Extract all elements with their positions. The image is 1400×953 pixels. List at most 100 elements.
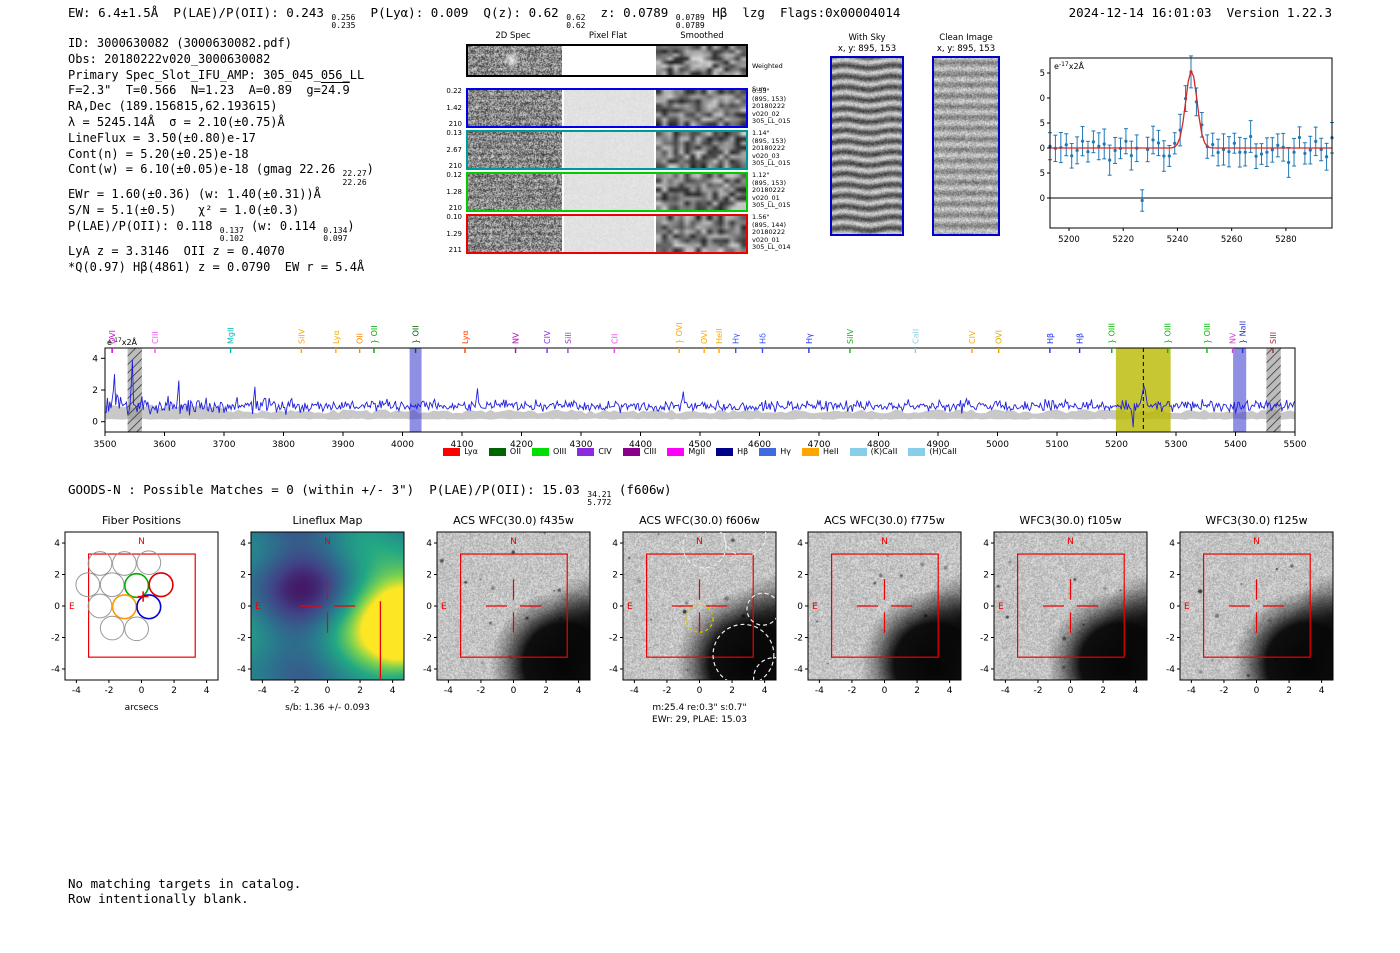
aperture-box bbox=[1017, 553, 1125, 658]
info-line: F=2.3" T=0.566 N=1.23 A=0.89 g=24.9 bbox=[68, 83, 374, 99]
annotation-line: 20180222 bbox=[752, 144, 786, 153]
inset-y-tick-label: 0.0 bbox=[1040, 194, 1045, 204]
panel-y-tick-label: -2 bbox=[423, 633, 432, 643]
annotation-line: 305_LL_015 bbox=[752, 201, 791, 210]
cleanimage-cutout bbox=[932, 56, 1000, 236]
emission-line-label: } OIII bbox=[1203, 323, 1212, 344]
panel-x-tick-label: -4 bbox=[1187, 686, 1196, 696]
spec2d-row bbox=[466, 88, 748, 128]
line-position-band bbox=[409, 348, 422, 432]
col-header-2dspec: 2D Spec bbox=[495, 31, 531, 41]
info-line: ID: 3000630082 (3000630082.pdf) bbox=[68, 36, 374, 52]
panel-x-tick-label: 4 bbox=[947, 686, 953, 696]
panel-title: WFC3(30.0) f125w bbox=[1205, 514, 1308, 527]
fiber-circle bbox=[111, 594, 138, 620]
panel-title: Lineflux Map bbox=[292, 514, 363, 527]
info-line: S/N = 5.1(±0.5) χ² = 1.0(±0.3) bbox=[68, 203, 374, 219]
emission-line-label: CIV bbox=[543, 330, 552, 344]
panel-caption: EWr: 29, PLAE: 15.03 bbox=[652, 715, 747, 725]
legend-swatch bbox=[849, 447, 867, 456]
north-label: N bbox=[1253, 537, 1260, 547]
spectrum-x-tick-label: 4800 bbox=[867, 440, 890, 448]
upper-value: 0.0789 bbox=[675, 13, 705, 22]
aperture-box bbox=[1203, 553, 1311, 658]
metric-value: 0.13 bbox=[446, 129, 462, 137]
legend-label: CIV bbox=[598, 447, 612, 456]
annotation-line: v020_01 bbox=[752, 193, 780, 202]
text-segment: Hβ lzg Flags:0x00004014 bbox=[704, 5, 901, 20]
inset-x-tick-label: 5260 bbox=[1221, 235, 1243, 245]
panel-y-tick-label: -4 bbox=[1166, 665, 1175, 675]
spec2d-cell-f bbox=[564, 90, 654, 126]
inset-x-tick-label: 5280 bbox=[1275, 235, 1297, 245]
spectrum-x-tick-label: 5400 bbox=[1224, 440, 1247, 448]
panel-title: ACS WFC(30.0) f775w bbox=[824, 514, 945, 527]
aperture-box bbox=[646, 553, 754, 658]
value-uncertainty-range: 34.21 5.772 bbox=[587, 490, 611, 508]
inset-y-tick-label: 0.5 bbox=[1040, 169, 1045, 179]
panel-y-tick-label: 4 bbox=[612, 539, 618, 549]
legend-label: MgII bbox=[688, 447, 706, 456]
match-candidate-circle bbox=[685, 604, 714, 633]
panel-x-tick-label: -4 bbox=[258, 686, 267, 696]
spectrum-x-tick-label: 4600 bbox=[748, 440, 771, 448]
panel-x-tick-label: -4 bbox=[444, 686, 453, 696]
lineflux-map-image bbox=[251, 532, 404, 680]
fiber-circle bbox=[148, 572, 174, 598]
panel-y-tick-label: -4 bbox=[609, 665, 618, 675]
legend-label: OII bbox=[509, 447, 521, 456]
emission-line-label: } OIII bbox=[1108, 323, 1117, 344]
panel-y-tick-label: 2 bbox=[240, 571, 246, 581]
north-label: N bbox=[881, 537, 888, 547]
panel-y-tick-label: 4 bbox=[983, 539, 989, 549]
full-spectrum-chart: 3500 3600 3700 3800 3900 4000 4100 4200 4300 4400… bbox=[92, 321, 1306, 448]
lower-value: 0.62 bbox=[566, 21, 586, 31]
text-segment: z: 0.0789 bbox=[585, 5, 676, 20]
spec2d-row-metrics: 0.10 1.29 211 bbox=[432, 214, 462, 254]
emission-line-label: NV bbox=[1229, 332, 1238, 344]
info-line: LyA z = 3.3146 OII z = 0.4070 bbox=[68, 244, 374, 260]
metric-value: 211 bbox=[448, 246, 462, 254]
panel-x-tick-label: 2 bbox=[729, 686, 735, 696]
emission-line-label: } OIII bbox=[1164, 323, 1173, 344]
panel-caption: s/b: 1.36 +/- 0.093 bbox=[285, 703, 370, 713]
spectrum-x-tick-label: 3700 bbox=[213, 440, 236, 448]
spec2d-row-metrics: 0.13 2.67 210 bbox=[432, 130, 462, 170]
metric-value: 1.42 bbox=[446, 103, 462, 112]
spec2d-row bbox=[466, 214, 748, 254]
footer-note-2: Row intentionally blank. bbox=[68, 891, 249, 906]
panel-y-tick-label: 0 bbox=[54, 602, 60, 612]
lower-value: 0.097 bbox=[323, 234, 348, 244]
panel-y-tick-label: 2 bbox=[54, 571, 60, 581]
panel-y-tick-label: 4 bbox=[1169, 539, 1175, 549]
catalog-object-circle bbox=[712, 623, 775, 680]
emission-line-label: Hβ bbox=[1076, 333, 1085, 344]
annotation-line: (895, 144) bbox=[752, 220, 787, 229]
panel-overlay: -4 -4 -2 -2 0 0 2 2 4 4 N Es/b: 1.36 +/- 0.093 bbox=[237, 531, 405, 713]
panel-x-tick-label: 4 bbox=[576, 686, 582, 696]
spectrum-x-tick-label: 4000 bbox=[391, 440, 414, 448]
panel-y-tick-label: 2 bbox=[983, 571, 989, 581]
emission-line-label: Hγ bbox=[732, 333, 741, 344]
panel-x-tick-label: 0 bbox=[325, 686, 331, 696]
emission-line-label: CII bbox=[610, 334, 619, 344]
panel-x-axis-label: arcsecs bbox=[125, 703, 159, 713]
spectrum-x-tick-label: 3500 bbox=[94, 440, 117, 448]
panel-x-tick-label: 2 bbox=[543, 686, 549, 696]
withsky-cutout bbox=[830, 56, 904, 236]
panel-y-tick-label: 4 bbox=[426, 539, 432, 549]
panel-y-tick-label: -2 bbox=[51, 633, 60, 643]
metric-value: 0.12 bbox=[446, 171, 462, 179]
emission-line-label: OVI bbox=[700, 330, 709, 344]
legend-label: HeII bbox=[822, 447, 839, 456]
text-segment: ) bbox=[366, 162, 374, 177]
annotation-line: 20180222 bbox=[752, 102, 786, 111]
spec2d-cell-s bbox=[656, 46, 746, 75]
panel-x-tick-label: 2 bbox=[1286, 686, 1292, 696]
legend-swatch bbox=[908, 447, 926, 456]
text-segment: F=2.3" T=0.566 N=1.23 A=0.89 g= bbox=[68, 83, 321, 98]
cutout-image bbox=[994, 532, 1147, 680]
weighted-sum-label-line2: Sum bbox=[752, 84, 767, 93]
annotation-line: 20180222 bbox=[752, 228, 786, 237]
